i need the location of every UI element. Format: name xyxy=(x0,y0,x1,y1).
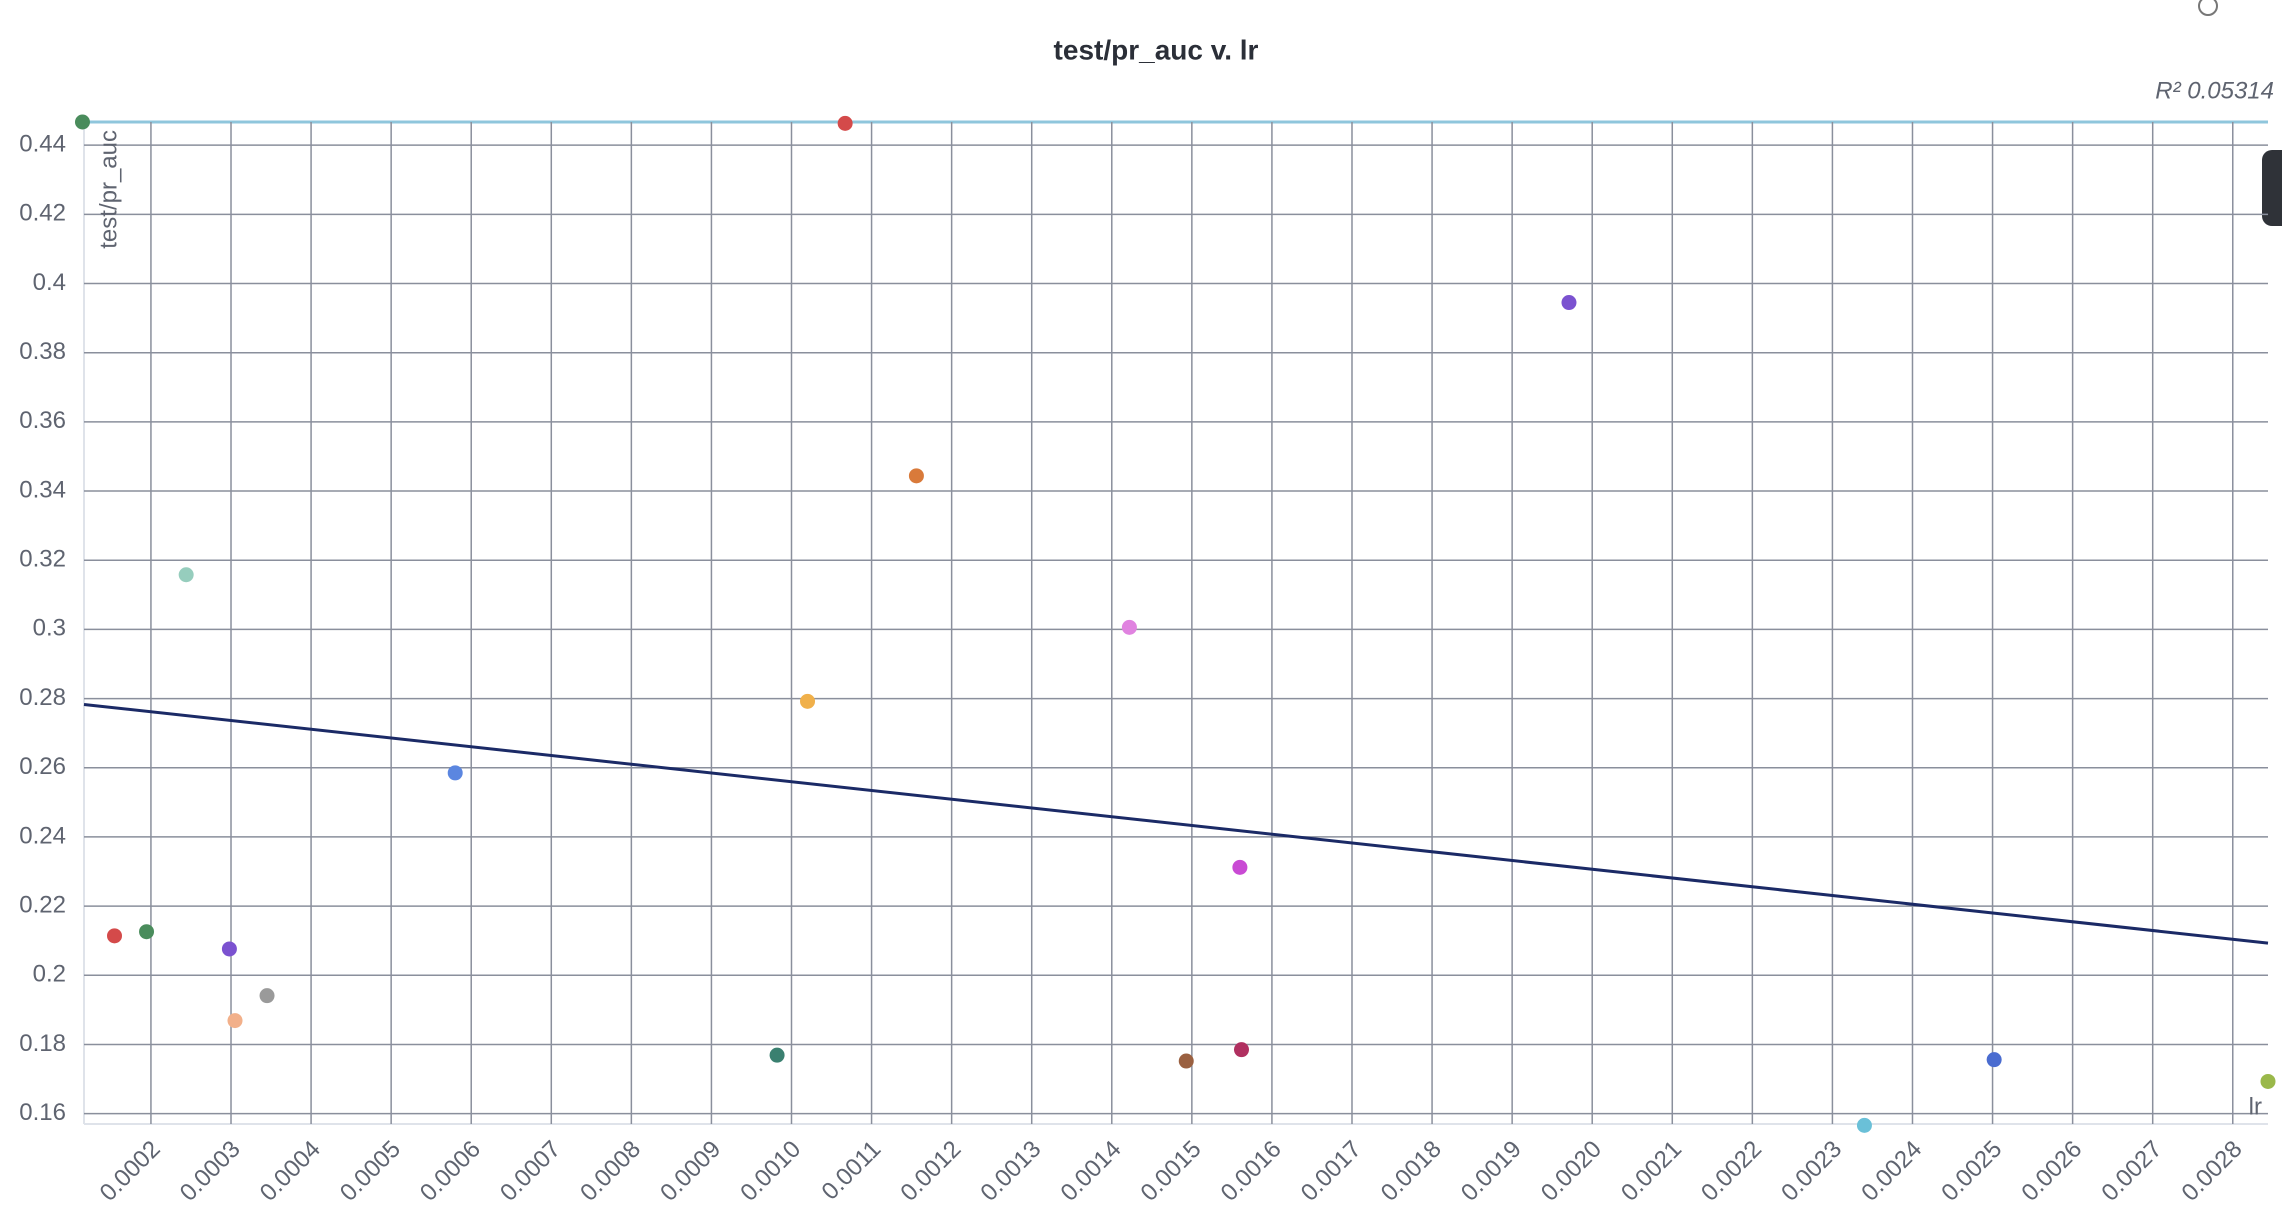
point xyxy=(107,928,123,944)
x-tick-label: 0.0016 xyxy=(1216,1136,1287,1207)
point xyxy=(221,941,237,957)
point xyxy=(74,114,90,130)
x-tick-label: 0.0025 xyxy=(1936,1136,2007,1207)
r2-annotation: R² 0.05314 xyxy=(2155,77,2274,104)
x-tick-label: 0.0027 xyxy=(2096,1136,2167,1207)
x-tick-label: 0.0010 xyxy=(735,1136,806,1207)
x-tick-label: 0.0004 xyxy=(255,1136,326,1207)
y-tick-label: 0.32 xyxy=(19,546,66,573)
x-tick-label: 0.0021 xyxy=(1616,1136,1687,1207)
y-tick-label: 0.2 xyxy=(33,961,66,988)
x-tick-label: 0.0018 xyxy=(1376,1136,1447,1207)
y-tick-label: 0.4 xyxy=(33,269,66,296)
x-tick-label: 0.0022 xyxy=(1696,1136,1767,1207)
side-tab[interactable] xyxy=(2262,150,2282,226)
y-tick-label: 0.3 xyxy=(33,615,66,642)
y-tick-label: 0.26 xyxy=(19,753,66,780)
point xyxy=(2260,1073,2276,1089)
point xyxy=(1121,619,1137,635)
x-tick-label: 0.0007 xyxy=(495,1136,566,1207)
point xyxy=(800,693,816,709)
point xyxy=(1233,1042,1249,1058)
y-tick-label: 0.38 xyxy=(19,338,66,365)
x-tick-label: 0.0019 xyxy=(1456,1136,1527,1207)
point xyxy=(259,988,275,1004)
x-tick-label: 0.0002 xyxy=(95,1136,166,1207)
x-tick-label: 0.0011 xyxy=(817,1136,887,1206)
point xyxy=(837,115,853,131)
y-tick-label: 0.36 xyxy=(19,407,66,434)
point xyxy=(1986,1052,2002,1068)
y-tick-label: 0.34 xyxy=(19,476,66,503)
settings-icon[interactable] xyxy=(2198,0,2218,16)
x-tick-label: 0.0026 xyxy=(2016,1136,2087,1207)
x-tick-label: 0.0023 xyxy=(1776,1136,1847,1207)
x-tick-label: 0.0020 xyxy=(1536,1136,1607,1207)
x-tick-label: 0.0012 xyxy=(895,1136,966,1207)
x-tick-label: 0.0014 xyxy=(1056,1136,1127,1207)
point xyxy=(178,567,194,583)
x-tick-label: 0.0015 xyxy=(1136,1136,1207,1207)
x-axis-label: lr xyxy=(2249,1093,2262,1120)
trend-line xyxy=(83,702,2269,945)
y-tick-label: 0.44 xyxy=(19,131,66,158)
x-tick-label: 0.0024 xyxy=(1856,1136,1927,1207)
point xyxy=(1178,1053,1194,1069)
y-tick-label: 0.42 xyxy=(19,200,66,227)
point xyxy=(1561,295,1577,311)
x-tick-label: 0.0009 xyxy=(655,1136,726,1207)
y-tick-label: 0.22 xyxy=(19,891,66,918)
x-tick-label: 0.0008 xyxy=(575,1136,646,1207)
point xyxy=(908,468,924,484)
point xyxy=(1232,859,1248,875)
point xyxy=(447,765,463,781)
chart-title: test/pr_auc v. lr xyxy=(1054,34,1259,65)
point xyxy=(139,924,155,940)
point xyxy=(227,1013,243,1029)
y-tick-label: 0.18 xyxy=(19,1030,66,1057)
x-tick-label: 0.0003 xyxy=(175,1136,246,1207)
x-tick-label: 0.0013 xyxy=(975,1136,1046,1207)
x-tick-label: 0.0005 xyxy=(335,1136,406,1207)
x-tick-label: 0.0017 xyxy=(1296,1136,1367,1207)
y-tick-label: 0.16 xyxy=(19,1099,66,1126)
y-tick-label: 0.28 xyxy=(19,684,66,711)
x-tick-label: 0.0006 xyxy=(415,1136,486,1207)
point xyxy=(1856,1117,1872,1133)
point xyxy=(769,1047,785,1063)
y-tick-label: 0.24 xyxy=(19,822,66,849)
y-axis-label: test/pr_auc xyxy=(95,130,122,249)
x-tick-label: 0.0028 xyxy=(2176,1136,2247,1207)
